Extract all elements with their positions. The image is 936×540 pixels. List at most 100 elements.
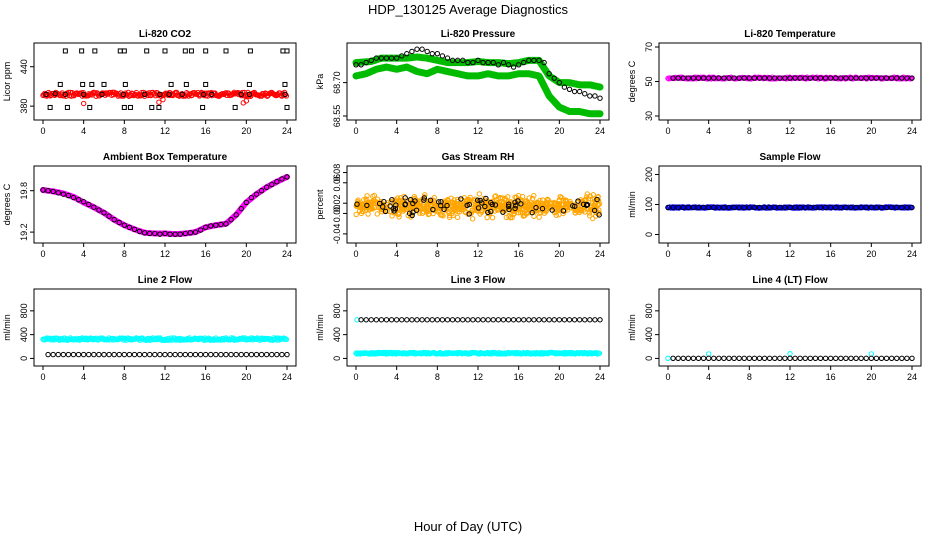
line3-black-point — [383, 317, 390, 323]
rh-orange-point — [454, 196, 461, 203]
rh-black-point — [539, 205, 546, 212]
rh-orange-point — [476, 191, 483, 197]
line3-black-point — [475, 317, 481, 323]
sample-black-point — [894, 204, 900, 211]
rh-black-point — [492, 202, 499, 208]
ambient-black-point — [136, 228, 143, 235]
x-tick-label: 8 — [747, 126, 752, 136]
ambient-black-point — [111, 216, 117, 223]
line4-black-point — [797, 355, 803, 362]
sample-black-point — [766, 204, 773, 211]
line4-black-point — [746, 355, 753, 362]
panel-title: Line 4 (LT) Flow — [752, 275, 828, 286]
ambient-black-point — [233, 212, 239, 218]
rh-orange-point — [531, 192, 537, 199]
temp-black-point — [690, 75, 697, 81]
x-tick-label: 0 — [665, 126, 670, 136]
line2-black-point — [233, 351, 239, 358]
rh-black-point — [389, 196, 395, 203]
x-tick-label: 20 — [241, 126, 251, 136]
x-tick-label: 16 — [514, 126, 524, 136]
co2-black-high-point — [182, 48, 188, 54]
line2-black-point — [121, 351, 128, 358]
rh-black-point — [512, 205, 518, 212]
line2-black-point — [238, 351, 244, 358]
line4-black-point — [756, 355, 763, 362]
line2-black-point — [86, 351, 92, 358]
line4-black-point — [782, 355, 788, 362]
rh-black-point — [482, 203, 488, 210]
rh-orange-point — [365, 211, 371, 217]
ambient-black-point — [192, 229, 199, 235]
rh-black-point — [402, 195, 408, 201]
x-tick-label: 24 — [595, 372, 605, 382]
y-tick-label: 0 — [19, 356, 29, 361]
line3-black-point — [531, 317, 537, 323]
panel-title: Li-820 Temperature — [744, 29, 836, 40]
line4-black-point — [690, 355, 697, 362]
y-axis-label: degrees C — [2, 183, 12, 225]
rh-black-point — [591, 207, 598, 214]
sample-black-point — [878, 204, 885, 211]
line3-black-point — [409, 317, 415, 323]
co2-black-low-point — [156, 104, 162, 110]
rh-orange-point — [526, 195, 532, 201]
line2-black-point — [141, 351, 148, 358]
rh-black-point — [410, 209, 416, 215]
rh-orange-point — [590, 192, 596, 198]
pressure-black-means-point — [424, 48, 430, 55]
line2-cyan-point — [283, 336, 290, 343]
ambient-black-point — [223, 221, 229, 227]
x-tick-label: 20 — [241, 249, 251, 259]
co2-black-low-point — [149, 104, 155, 110]
line4-black-point — [721, 355, 727, 362]
rh-black-point — [506, 201, 512, 207]
sample-black-point — [807, 204, 814, 211]
line3-black-point — [465, 317, 471, 323]
line4-black-point — [670, 355, 676, 362]
rh-black-point — [500, 209, 506, 215]
co2-black-high-point — [121, 48, 127, 54]
rh-black-point — [438, 199, 444, 205]
co2-band-point — [92, 90, 98, 96]
rh-orange-point — [396, 214, 402, 220]
pressure-black-means-point — [378, 55, 385, 61]
line3-black-point — [526, 317, 532, 323]
ambient-black-point — [131, 226, 138, 233]
pressure-black-means-point — [373, 55, 380, 61]
line4-black-point — [812, 355, 819, 362]
rh-orange-point — [552, 206, 558, 213]
rh-orange-point — [461, 194, 467, 201]
co2-black-means-point — [282, 91, 288, 98]
sample-black-point — [873, 204, 880, 211]
y-axis-label: kPa — [315, 74, 325, 90]
line3-black-point — [404, 317, 410, 323]
pressure-black-means-point — [358, 62, 364, 68]
rh-orange-point — [560, 210, 566, 217]
temp-black-point — [868, 75, 875, 81]
x-tick-label: 24 — [282, 126, 292, 136]
x-tick-label: 8 — [747, 372, 752, 382]
line2-black-point — [223, 351, 229, 358]
sample-black-point — [695, 204, 702, 211]
rh-black-point — [575, 198, 581, 204]
temp-black-point — [721, 75, 727, 81]
ambient-black-point — [116, 219, 122, 226]
rh-orange-point — [512, 194, 518, 200]
line3-black-point — [505, 317, 512, 323]
ambient-black-point — [86, 201, 92, 208]
pressure-black-means-point — [404, 50, 410, 57]
temp-black-point — [878, 75, 885, 81]
rh-black-point — [505, 203, 512, 210]
line3-black-point — [424, 317, 430, 323]
line4-cyan-spikes-point — [705, 351, 712, 357]
line3-black-point — [495, 317, 502, 323]
pressure-black-means-point — [419, 46, 425, 52]
line2-black-point — [253, 351, 260, 358]
y-axis-label: ml/min — [627, 191, 637, 218]
rh-black-point — [518, 201, 524, 207]
line2-black-point — [147, 351, 153, 358]
co2-black-mid-point — [203, 81, 209, 87]
line2-black-point — [279, 351, 285, 358]
